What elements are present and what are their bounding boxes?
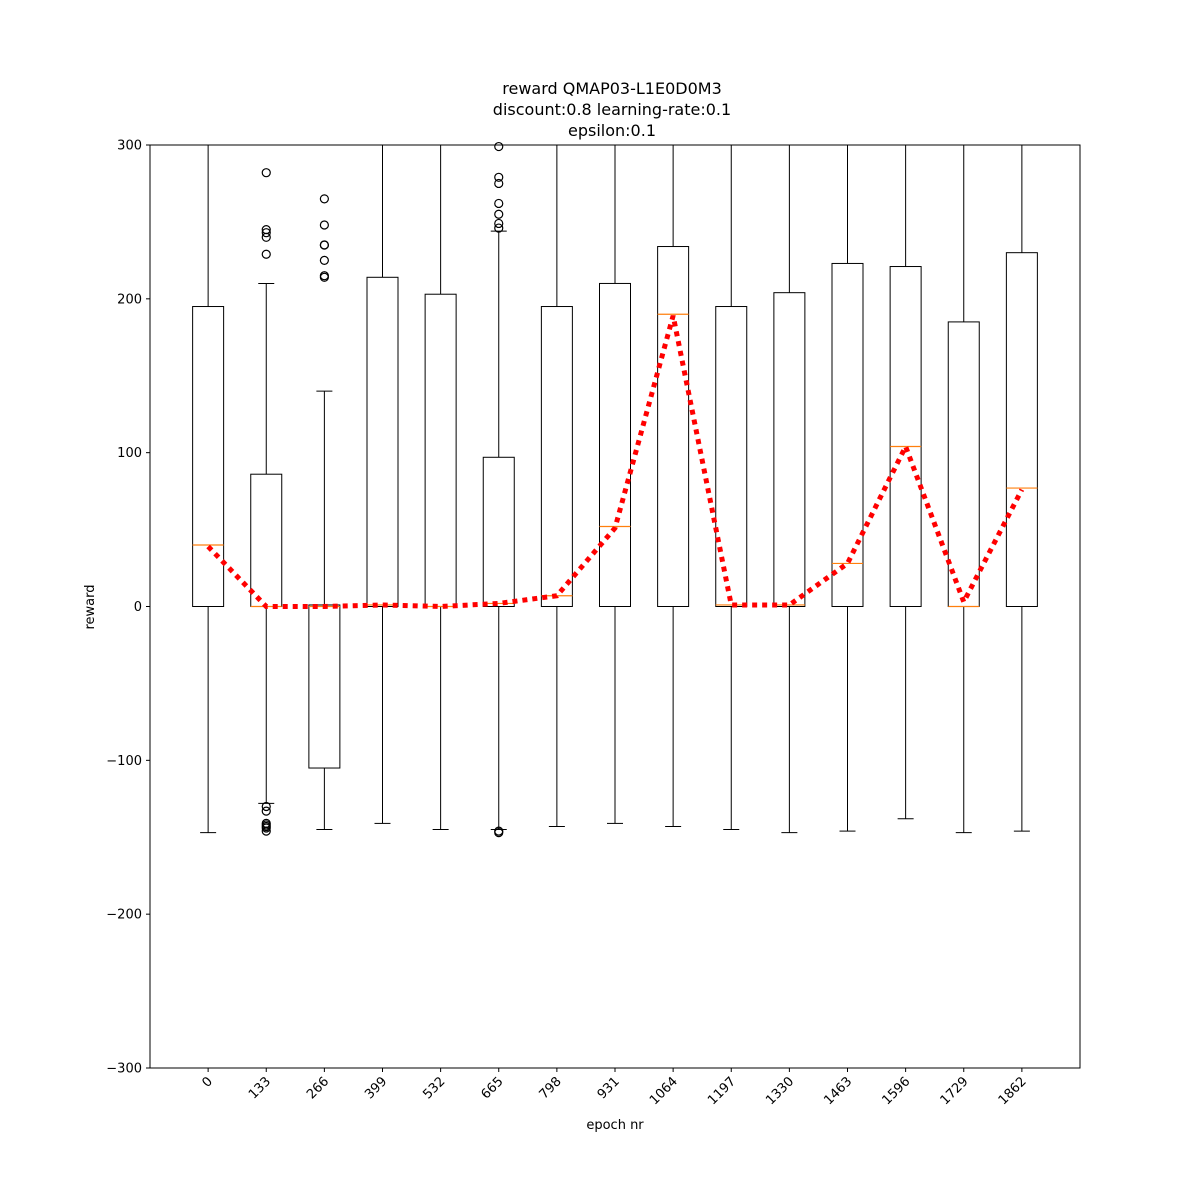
box-body <box>947 321 980 607</box>
chart-title-line-1: reward QMAP03-L1E0D0M3 <box>502 79 722 98</box>
outlier-point <box>261 232 271 242</box>
boxes-group <box>192 141 1038 838</box>
box-399 <box>366 145 399 824</box>
outlier-point <box>261 823 271 833</box>
box-931 <box>599 145 631 824</box>
box-body <box>308 604 341 769</box>
box-1197 <box>715 145 748 831</box>
box-266 <box>308 194 341 831</box>
box-1862 <box>1005 145 1038 832</box>
box-1330 <box>773 145 806 834</box>
box-body <box>657 246 690 607</box>
outlier-point <box>494 172 504 182</box>
box-body <box>773 292 806 607</box>
outlier-point <box>319 255 329 265</box>
box-body <box>599 282 631 607</box>
outlier-point <box>261 801 271 812</box>
y-tick-label: −300 <box>106 1062 142 1077</box>
x-tick-label: 532 <box>420 1074 448 1102</box>
box-body <box>250 473 283 607</box>
outlier-point <box>319 272 329 282</box>
x-tick-label: 0 <box>199 1074 215 1090</box>
y-tick-label: 200 <box>117 292 142 307</box>
chart-title-line-3: epsilon:0.1 <box>568 121 656 140</box>
box-body <box>889 266 922 607</box>
y-tick-label: 300 <box>117 139 142 154</box>
box-133 <box>250 168 283 836</box>
box-532 <box>424 145 457 831</box>
outlier-point <box>319 220 329 230</box>
box-body <box>715 306 748 607</box>
x-tick-label: 1729 <box>938 1074 972 1108</box>
x-tick-label: 1197 <box>705 1074 739 1108</box>
outlier-point <box>261 806 271 816</box>
y-tick-label: −200 <box>106 908 142 923</box>
outlier-point <box>319 240 329 250</box>
x-tick-label: 1330 <box>763 1074 797 1108</box>
y-axis-label: reward <box>83 584 98 629</box>
box-body <box>831 262 864 607</box>
y-axis: −300 −200 −100 0 100 200 300 <box>106 139 150 1077</box>
outlier-point <box>494 218 504 229</box>
trend-line <box>206 315 1025 610</box>
box-body <box>1005 252 1038 608</box>
y-tick-label: 0 <box>134 600 142 615</box>
box-body <box>540 306 573 607</box>
x-tick-label: 665 <box>478 1074 506 1102</box>
x-tick-label: 931 <box>595 1074 623 1102</box>
plot-frame <box>149 144 1081 1069</box>
box-body <box>424 293 457 607</box>
x-axis-label: epoch nr <box>586 1118 644 1133</box>
outlier-point <box>261 249 271 259</box>
box-1064 <box>657 145 690 827</box>
box-body <box>366 276 399 607</box>
x-tick-label: 1596 <box>879 1074 913 1108</box>
chart-title-line-2: discount:0.8 learning-rate:0.1 <box>493 100 731 119</box>
y-tick-label: −100 <box>106 754 142 769</box>
x-tick-label: 1862 <box>996 1074 1030 1108</box>
box-665 <box>482 141 515 838</box>
x-tick-label: 798 <box>537 1074 565 1102</box>
outlier-point <box>261 228 271 238</box>
x-tick-label: 266 <box>304 1074 332 1102</box>
y-tick-label: 100 <box>117 446 142 461</box>
outlier-point <box>319 194 329 204</box>
x-tick-label: 399 <box>362 1074 390 1102</box>
trend-group <box>206 315 1025 610</box>
box-1463 <box>831 145 864 832</box>
outlier-point <box>494 209 504 219</box>
outlier-point <box>494 198 504 209</box>
outlier-point <box>261 826 271 836</box>
box-0 <box>192 145 225 834</box>
box-798 <box>540 145 573 827</box>
outlier-point <box>494 828 504 838</box>
outlier-point <box>494 223 504 233</box>
box-1596 <box>889 145 922 820</box>
outlier-point <box>261 168 271 178</box>
outlier-point <box>494 178 504 189</box>
outlier-point <box>494 141 504 152</box>
x-tick-label: 1463 <box>821 1074 855 1108</box>
x-tick-label: 1064 <box>647 1074 681 1108</box>
x-axis: 0 133 266 399 532 665 798 931 1064 1197 1330 1463 15… <box>199 1068 1030 1108</box>
box-body <box>482 456 515 608</box>
x-tick-label: 133 <box>246 1074 274 1102</box>
box-body <box>192 306 225 607</box>
box-1729 <box>947 145 980 834</box>
